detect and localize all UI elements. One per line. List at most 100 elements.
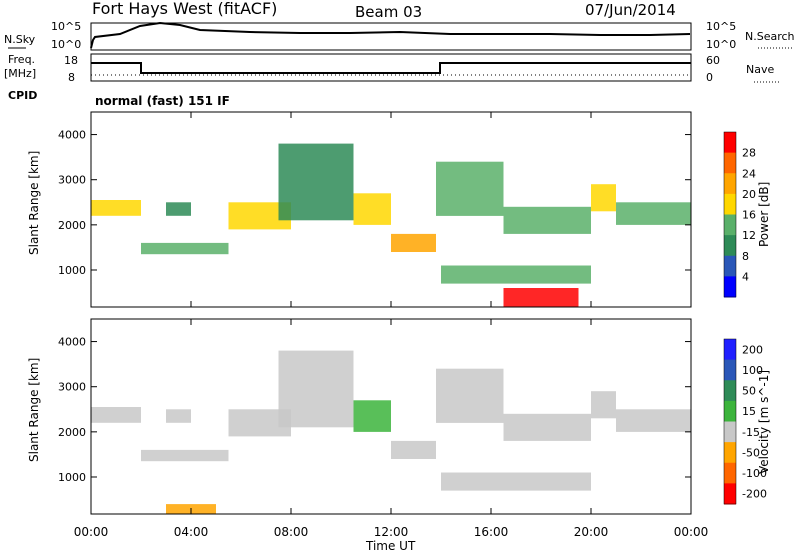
noise-left-tick-high: 10^5 bbox=[51, 20, 81, 33]
velocity-band bbox=[616, 409, 691, 432]
power-band bbox=[503, 288, 579, 307]
power-band bbox=[141, 242, 229, 255]
cpid-value: normal (fast) 151 IF bbox=[95, 94, 230, 108]
velocity-panel: 1000 2000 3000 4000 Slant Range [km] bbox=[27, 318, 692, 515]
noise-right-label: N.Search bbox=[745, 30, 795, 43]
velocity-colorbar-label: Velocity [m s^-1] bbox=[757, 370, 771, 474]
time-axis-title: Time UT bbox=[365, 539, 416, 553]
freq-label-1: Freq. bbox=[8, 53, 35, 66]
freq-label-2: [MHz] bbox=[4, 67, 36, 80]
noise-left-tick-low: 10^0 bbox=[51, 38, 81, 51]
power-colorbar-swatch bbox=[724, 235, 736, 257]
station-title: Fort Hays West (fitACF) bbox=[92, 0, 277, 18]
noise-right-tick-low: 10^0 bbox=[706, 38, 736, 51]
power-band bbox=[616, 202, 691, 225]
power-ytick-label: 3000 bbox=[58, 174, 86, 187]
power-colorbar: 4 8 12 16 20 24 28 bbox=[723, 131, 756, 298]
velocity-band bbox=[503, 413, 591, 441]
power-band bbox=[503, 206, 591, 234]
power-colorbar-tick: 28 bbox=[742, 147, 756, 160]
velocity-colorbar-tick: 200 bbox=[742, 343, 763, 356]
power-colorbar-tick: 12 bbox=[742, 229, 756, 242]
velocity-colorbar-tick: 15 bbox=[742, 405, 756, 418]
noise-right-tick-high: 10^5 bbox=[706, 20, 736, 33]
power-colorbar-frame bbox=[723, 131, 737, 298]
time-tick-label: 00:00 bbox=[74, 525, 109, 539]
cpid-label: CPID bbox=[8, 89, 37, 102]
power-ytick-label: 1000 bbox=[58, 264, 86, 277]
velocity-band bbox=[278, 350, 354, 428]
power-band bbox=[91, 200, 141, 216]
power-colorbar-tick: 20 bbox=[742, 188, 756, 201]
velocity-colorbar-swatch bbox=[724, 442, 736, 464]
time-tick-label: 16:00 bbox=[474, 525, 509, 539]
time-tick-label: 04:00 bbox=[174, 525, 209, 539]
power-ylabel: Slant Range [km] bbox=[27, 151, 41, 255]
velocity-colorbar-tick: -15 bbox=[742, 426, 760, 439]
power-band bbox=[278, 143, 354, 221]
velocity-tick-labels: 1000 2000 3000 4000 bbox=[58, 319, 692, 514]
velocity-colorbar-tick: 100 bbox=[742, 364, 763, 377]
freq-tick-high: 18 bbox=[64, 54, 78, 67]
power-band bbox=[441, 265, 591, 284]
velocity-ytick-label: 2000 bbox=[58, 426, 86, 439]
power-band bbox=[166, 202, 191, 216]
velocity-band bbox=[141, 449, 229, 462]
velocity-cells bbox=[91, 350, 691, 514]
velocity-colorbar-swatch bbox=[724, 483, 736, 505]
power-cells bbox=[91, 143, 691, 307]
power-colorbar-swatch bbox=[724, 152, 736, 174]
power-colorbar-tick: 4 bbox=[742, 270, 749, 283]
time-axis-labels: 00:00 04:00 08:00 12:00 16:00 20:00 00:00 bbox=[74, 525, 709, 539]
velocity-band bbox=[591, 391, 616, 419]
power-band bbox=[391, 233, 436, 252]
nave-tick-low: 0 bbox=[706, 71, 713, 84]
velocity-band bbox=[353, 400, 391, 432]
time-tick-label: 00:00 bbox=[674, 525, 709, 539]
velocity-colorbar-swatch bbox=[724, 359, 736, 381]
time-tick-label: 12:00 bbox=[374, 525, 409, 539]
velocity-colorbar-swatch bbox=[724, 421, 736, 443]
velocity-colorbar-swatch bbox=[724, 462, 736, 484]
power-colorbar-label: Power [dB] bbox=[757, 182, 771, 247]
velocity-colorbar-tick: -50 bbox=[742, 446, 760, 459]
freq-tick-low: 8 bbox=[68, 71, 75, 84]
velocity-ytick-label: 4000 bbox=[58, 336, 86, 349]
velocity-colorbar-tick: -100 bbox=[742, 467, 767, 480]
velocity-ytick-label: 1000 bbox=[58, 471, 86, 484]
nave-tick-high: 60 bbox=[706, 54, 720, 67]
time-tick-label: 08:00 bbox=[274, 525, 309, 539]
power-ytick-label: 4000 bbox=[58, 129, 86, 142]
velocity-ylabel: Slant Range [km] bbox=[27, 358, 41, 462]
velocity-band bbox=[436, 368, 504, 423]
power-colorbar-tick: 8 bbox=[742, 250, 749, 263]
power-tick-labels: 1000 2000 3000 4000 bbox=[58, 112, 692, 307]
power-colorbar-swatch bbox=[724, 193, 736, 215]
noise-panel-frame bbox=[90, 22, 692, 51]
power-colorbar-swatch bbox=[724, 276, 736, 298]
velocity-colorbar-tick: 50 bbox=[742, 385, 756, 398]
velocity-band bbox=[441, 472, 591, 491]
power-band bbox=[436, 161, 504, 216]
velocity-band bbox=[166, 409, 191, 423]
velocity-ytick-label: 3000 bbox=[58, 381, 86, 394]
time-tick-label: 20:00 bbox=[574, 525, 609, 539]
velocity-colorbar-frame bbox=[723, 338, 737, 505]
velocity-band bbox=[91, 407, 141, 423]
velocity-band bbox=[391, 440, 436, 459]
power-colorbar-tick: 16 bbox=[742, 209, 756, 222]
velocity-colorbar-swatch bbox=[724, 380, 736, 402]
power-colorbar-tick: 24 bbox=[742, 167, 756, 180]
nave-label: Nave bbox=[746, 63, 774, 76]
power-band bbox=[591, 184, 616, 212]
power-colorbar-swatch bbox=[724, 255, 736, 277]
power-ytick-label: 2000 bbox=[58, 219, 86, 232]
noise-left-label: N.Sky bbox=[4, 33, 36, 46]
velocity-colorbar-tick: -200 bbox=[742, 488, 767, 501]
date-label: 07/Jun/2014 bbox=[585, 1, 676, 19]
velocity-colorbar: 200 100 50 15 -15 -50 -100 -200 bbox=[723, 338, 767, 505]
velocity-colorbar-swatch bbox=[724, 339, 736, 361]
freq-panel-frame bbox=[90, 53, 692, 82]
beam-label: Beam 03 bbox=[355, 3, 422, 21]
